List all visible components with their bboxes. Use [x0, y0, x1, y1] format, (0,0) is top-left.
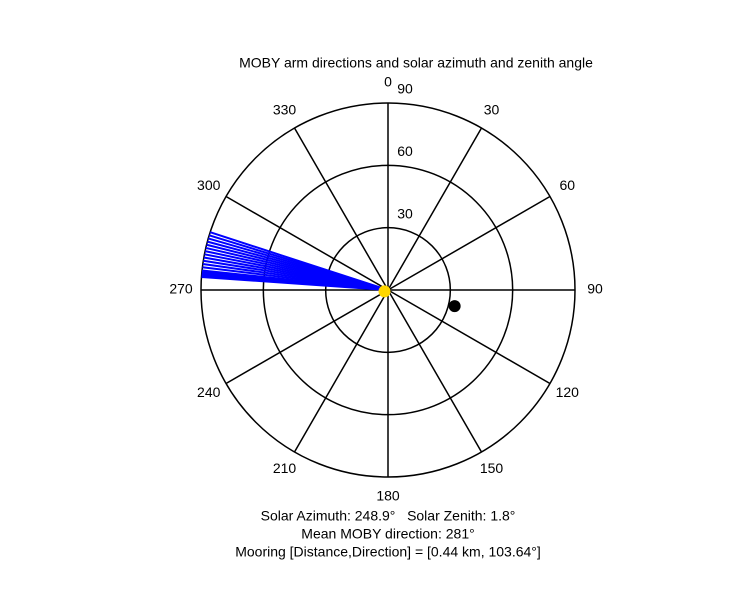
r-tick-label: 30: [397, 205, 413, 221]
theta-tick-label: 60: [559, 177, 575, 193]
chart-title: MOBY arm directions and solar azimuth an…: [239, 55, 593, 71]
grid-spoke: [293, 289, 389, 453]
theta-tick-label: 240: [197, 384, 221, 400]
grid-spoke: [225, 289, 389, 385]
grid-spoke: [387, 127, 483, 291]
annotation: Mooring [Distance,Direction] = [0.44 km,…: [235, 544, 541, 560]
theta-tick-label: 270: [169, 281, 193, 297]
theta-tick-label: 330: [273, 101, 297, 117]
grid-spoke: [387, 289, 483, 453]
theta-tick-label: 120: [556, 384, 580, 400]
grid-spoke: [387, 195, 551, 291]
theta-tick-label: 90: [587, 281, 603, 297]
annotation: Solar Azimuth: 248.9° Solar Zenith: 1.8°: [261, 508, 516, 524]
theta-tick-label: 180: [376, 488, 400, 504]
grid-spoke: [293, 127, 389, 291]
theta-tick-label: 30: [484, 101, 500, 117]
theta-tick-label: 150: [480, 460, 504, 476]
theta-tick-label: 0: [384, 74, 392, 90]
r-tick-label: 60: [397, 143, 413, 159]
arm-direction: [209, 231, 389, 291]
r-tick-label: 90: [397, 81, 413, 97]
point: [378, 285, 391, 298]
grid-spoke: [387, 289, 551, 385]
theta-tick-label: 300: [197, 177, 221, 193]
theta-tick-label: 210: [273, 460, 297, 476]
annotation: Mean MOBY direction: 281°: [301, 526, 474, 542]
grid-spoke: [225, 195, 389, 291]
point: [448, 300, 461, 313]
